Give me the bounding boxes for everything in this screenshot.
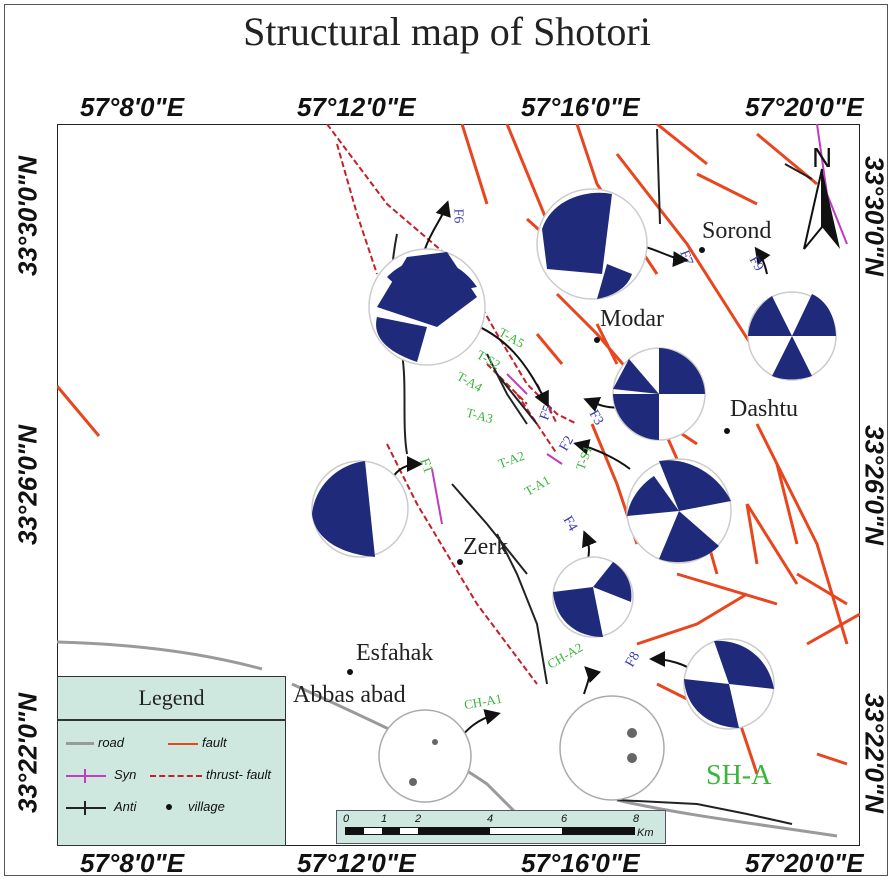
beachball-f7 — [536, 188, 648, 300]
scale-tick-2: 2 — [415, 813, 422, 825]
village-abbas-abad: Abbas abad — [293, 682, 406, 708]
beachball-f3 — [612, 347, 706, 441]
scale-tick-0: 0 — [343, 813, 350, 825]
coord-top-1: 57°8'0"E — [80, 92, 185, 122]
coord-right-2: 33°26'0"N — [859, 425, 890, 545]
village-sorond: Sorond — [702, 218, 772, 244]
beachball-f1 — [311, 460, 409, 558]
coord-top-2: 57°12'0"E — [297, 92, 416, 122]
scale-tick-8: 8 — [633, 813, 640, 825]
scale-tick-6: 6 — [561, 813, 568, 825]
scale-unit: Km — [637, 827, 654, 839]
legend-thrust-symbol — [150, 775, 202, 779]
village-modar: Modar — [600, 306, 664, 332]
map-canvas — [57, 124, 860, 838]
village-zerk: Zerk — [463, 534, 509, 560]
coord-bottom-2: 57°12'0"E — [297, 848, 416, 878]
legend-syn-symbol — [66, 775, 106, 777]
beachball-f9 — [747, 291, 837, 381]
legend-anti-label: Anti — [114, 799, 137, 814]
legend-village-label: village — [188, 799, 225, 814]
legend-thrust-label: thrust- fault — [206, 767, 272, 782]
scale-tick-1: 1 — [381, 813, 388, 825]
legend-fault-label: fault — [202, 735, 227, 750]
beachball-f6 — [368, 248, 486, 366]
beachball-f4 — [552, 556, 634, 638]
coord-right-3: 33°22'0"N — [859, 693, 890, 813]
village-esfahak: Esfahak — [356, 640, 434, 666]
legend-syn-tick — [84, 769, 86, 783]
stereonet-ch-a2 — [559, 695, 665, 801]
legend-road-label: road — [98, 735, 125, 750]
beachball-f8 — [683, 638, 775, 730]
scale-tick-4: 4 — [487, 813, 494, 825]
scale-bar-segments — [345, 827, 635, 835]
legend-anti-tick — [84, 801, 86, 815]
scale-bar: 0 1 2 4 6 8 Km — [336, 810, 666, 844]
stereonet-ch-a1 — [378, 709, 472, 803]
legend-road-symbol — [66, 742, 94, 745]
legend-fault-symbol — [168, 743, 198, 745]
north-label: N — [812, 142, 833, 173]
coord-top-4: 57°20'0"E — [745, 92, 864, 122]
area-label: SH-A — [706, 760, 772, 791]
legend-village-symbol — [166, 804, 172, 810]
coord-bottom-3: 57°16'0"E — [521, 848, 640, 878]
coord-left-3: 33°22'0"N — [12, 693, 43, 813]
coord-bottom-1: 57°8'0"E — [80, 848, 185, 878]
coord-right-1: 33°30'0"N — [859, 156, 890, 276]
village-points — [347, 247, 730, 675]
map-title: Structural map of Shotori — [243, 9, 651, 54]
legend: Legend road fault Syn thrust- fault Anti… — [57, 676, 286, 846]
legend-anti-symbol — [66, 807, 106, 809]
north-arrow-icon — [803, 168, 840, 250]
outer-frame — [4, 4, 888, 876]
coord-left-2: 33°26'0"N — [12, 425, 43, 545]
beachball-f2 — [626, 458, 732, 564]
coord-bottom-4: 57°20'0"E — [745, 848, 864, 878]
coord-left-1: 33°30'0"N — [12, 156, 43, 276]
legend-syn-label: Syn — [114, 767, 137, 782]
village-dashtu: Dashtu — [730, 396, 798, 422]
coord-top-3: 57°16'0"E — [521, 92, 640, 122]
fault-label-f6: F6 — [450, 208, 466, 224]
legend-title: Legend — [58, 677, 285, 721]
